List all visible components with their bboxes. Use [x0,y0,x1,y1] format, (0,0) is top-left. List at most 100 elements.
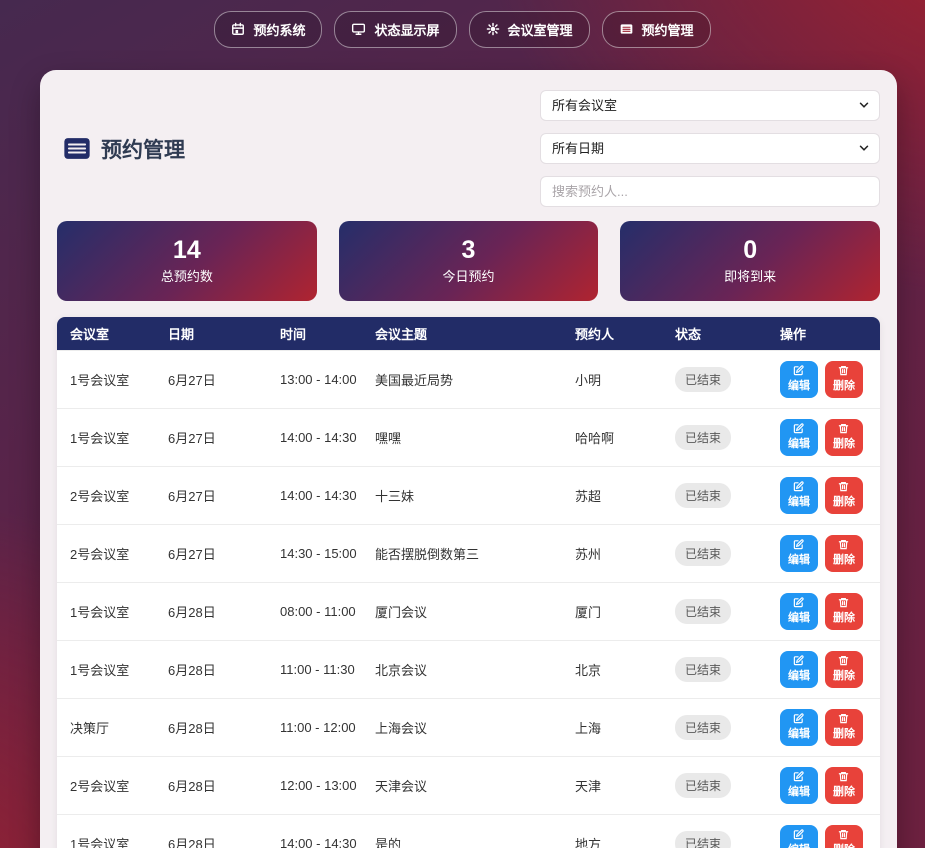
table-row: 2号会议室 6月27日 14:30 - 15:00 能否摆脱倒数第三 苏州 已结… [57,524,880,582]
table-row: 1号会议室 6月27日 13:00 - 14:00 美国最近局势 小明 已结束 … [57,350,880,408]
stat-label: 总预约数 [160,268,213,284]
delete-button[interactable]: 删除 [825,709,863,746]
table-row: 1号会议室 6月28日 08:00 - 11:00 厦门会议 厦门 已结束 编辑… [57,582,880,640]
stats-row: 14 总预约数 3 今日预约 0 即将到来 [57,221,881,301]
edit-button[interactable]: 编辑 [780,709,818,746]
cell-time: 14:00 - 14:30 [280,488,357,503]
delete-button[interactable]: 删除 [825,477,863,514]
cell-status: 已结束 [662,367,767,392]
edit-button[interactable]: 编辑 [780,361,818,398]
table-row: 1号会议室 6月27日 14:00 - 14:30 嘿嘿 哈哈啊 已结束 编辑 … [57,408,880,466]
column-header-room: 会议室 [70,327,110,342]
cell-topic: 厦门会议 [375,605,428,620]
monitor-icon [351,22,366,36]
cell-time: 14:00 - 14:30 [280,836,357,848]
edit-button[interactable]: 编辑 [780,477,818,514]
status-badge: 已结束 [675,773,732,798]
cell-date: 6月27日 [168,547,216,562]
cell-status: 已结束 [662,831,767,848]
table-body: 1号会议室 6月27日 13:00 - 14:00 美国最近局势 小明 已结束 … [57,350,880,848]
column-header-topic: 会议主题 [375,327,428,342]
edit-icon [793,539,804,550]
cell-actions: 编辑 删除 [767,535,880,572]
cell-date: 6月28日 [168,605,216,620]
cell-person: 地方 [575,837,602,848]
cell-room: 1号会议室 [70,605,130,620]
edit-button[interactable]: 编辑 [780,419,818,456]
cell-date: 6月28日 [168,663,216,678]
edit-icon [793,713,804,724]
cell-time: 11:00 - 12:00 [280,720,356,735]
column-header-person: 预约人 [575,327,615,342]
table-row: 1号会议室 6月28日 11:00 - 11:30 北京会议 北京 已结束 编辑… [57,640,880,698]
cell-person: 小明 [575,373,602,388]
table-row: 2号会议室 6月28日 12:00 - 13:00 天津会议 天津 已结束 编辑… [57,756,880,814]
cell-actions: 编辑 删除 [767,361,880,398]
cell-topic: 上海会议 [375,721,428,736]
edit-button[interactable]: 编辑 [780,593,818,630]
edit-button[interactable]: 编辑 [780,651,818,688]
cell-room: 2号会议室 [70,779,130,794]
gear-icon [486,22,500,36]
table-header-row: 会议室 日期 时间 会议主题 预约人 状态 操作 [57,317,880,350]
stat-label: 今日预约 [442,268,495,284]
nav-reservation-system-button[interactable]: 预约系统 [214,10,323,48]
nav-room-management-button[interactable]: 会议室管理 [468,10,590,48]
edit-button[interactable]: 编辑 [780,825,818,848]
cell-status: 已结束 [662,715,767,740]
date-filter-select[interactable]: 所有日期 [540,133,880,164]
cell-date: 6月28日 [168,779,216,794]
cell-person: 哈哈啊 [575,431,615,446]
stat-total-reservations: 14 总预约数 [57,221,317,301]
column-header-status: 状态 [675,327,702,342]
status-badge: 已结束 [675,367,732,392]
stat-value: 14 [172,235,201,264]
nav-reservation-management-button[interactable]: 预约管理 [601,10,711,48]
nav-status-display-button[interactable]: 状态显示屏 [334,10,457,48]
stat-value: 3 [461,235,476,264]
search-input[interactable] [540,176,880,207]
stat-value: 0 [743,235,758,264]
status-badge: 已结束 [675,715,732,740]
delete-button[interactable]: 删除 [825,535,863,572]
card-header: 预约管理 所有会议室 所有日期 [57,90,880,207]
cell-room: 1号会议室 [70,663,130,678]
cell-status: 已结束 [662,657,767,682]
status-badge: 已结束 [675,541,732,566]
column-header-date: 日期 [168,327,195,342]
edit-icon [793,423,804,434]
trash-icon [838,656,849,666]
cell-time: 11:00 - 11:30 [280,662,355,677]
delete-button[interactable]: 删除 [825,419,863,456]
column-header-actions: 操作 [780,327,807,342]
cell-actions: 编辑 删除 [767,651,880,688]
status-badge: 已结束 [675,599,732,624]
cell-actions: 编辑 删除 [767,709,880,746]
list-icon [619,22,634,36]
delete-button[interactable]: 删除 [825,767,863,804]
delete-button[interactable]: 删除 [825,361,863,398]
cell-topic: 能否摆脱倒数第三 [375,547,480,562]
calendar-icon [231,22,245,36]
edit-icon [793,829,804,840]
edit-button[interactable]: 编辑 [780,535,818,572]
cell-room: 1号会议室 [70,373,130,388]
table-row: 2号会议室 6月27日 14:00 - 14:30 十三妹 苏超 已结束 编辑 … [57,466,880,524]
list-icon [63,137,91,160]
delete-button[interactable]: 删除 [825,593,863,630]
cell-topic: 嘿嘿 [375,431,402,446]
delete-button[interactable]: 删除 [825,825,863,848]
room-filter-select[interactable]: 所有会议室 [540,90,880,121]
main-card: 预约管理 所有会议室 所有日期 1 [40,70,897,848]
delete-button[interactable]: 删除 [825,651,863,688]
cell-time: 14:00 - 14:30 [280,430,357,445]
cell-person: 上海 [575,721,602,736]
trash-icon [838,482,849,492]
cell-date: 6月28日 [168,837,216,848]
status-badge: 已结束 [675,425,732,450]
trash-icon [838,540,849,550]
trash-icon [838,772,849,782]
edit-button[interactable]: 编辑 [780,767,818,804]
cell-time: 14:30 - 15:00 [280,546,357,561]
top-navigation: 预约系统 状态显示屏 会议室管理 预约管理 [0,0,925,48]
